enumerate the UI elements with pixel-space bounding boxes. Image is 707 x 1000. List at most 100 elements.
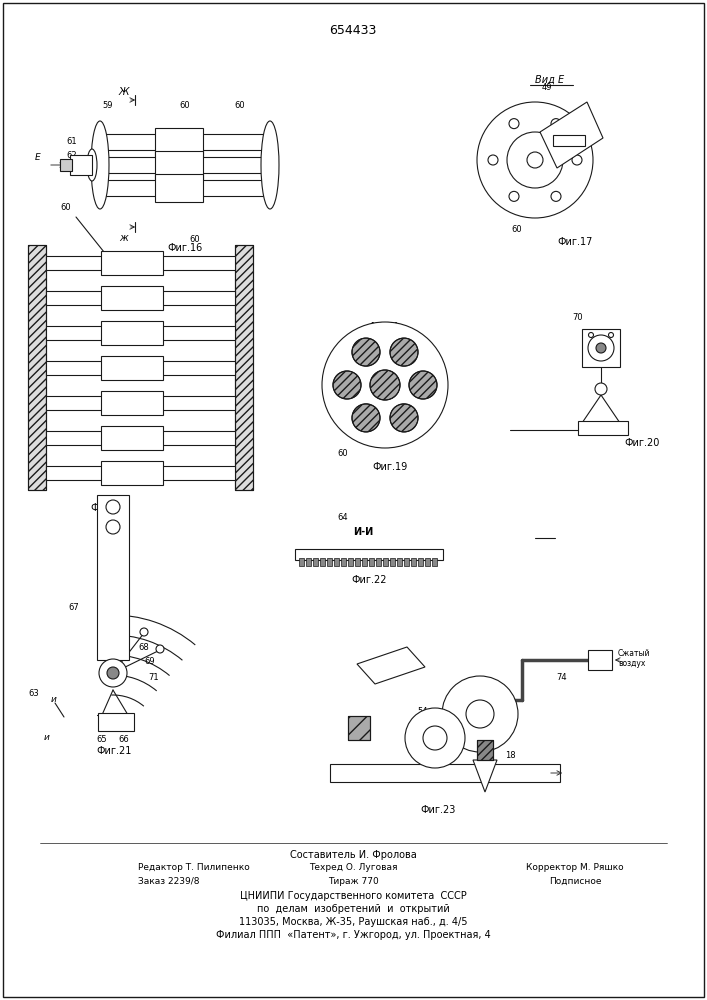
Text: E: E [35, 153, 41, 162]
Bar [397, 558, 402, 566]
Bar [404, 558, 409, 566]
Text: 113035, Москва, Ж-35, Раушская наб., д. 4/5: 113035, Москва, Ж-35, Раушская наб., д. … [239, 917, 467, 927]
Circle shape [140, 628, 148, 636]
Circle shape [390, 404, 418, 432]
Bar [101, 426, 163, 450]
Bar [46, 430, 235, 444]
Bar [411, 558, 416, 566]
Bar [28, 245, 46, 490]
Bar [46, 395, 235, 410]
Text: Фиг.22: Фиг.22 [351, 575, 387, 585]
Text: 49: 49 [542, 83, 552, 92]
Text: Редактор Т. Пилипенко: Редактор Т. Пилипенко [138, 863, 250, 872]
Bar [341, 558, 346, 566]
Text: Тираж 770: Тираж 770 [327, 876, 378, 886]
Circle shape [106, 520, 120, 534]
Text: и: и [51, 696, 57, 704]
Text: Техред О. Луговая: Техред О. Луговая [309, 863, 397, 872]
Text: 73: 73 [495, 722, 506, 730]
Text: 67: 67 [69, 602, 79, 611]
Text: 71: 71 [148, 672, 159, 682]
Text: 63: 63 [28, 688, 40, 698]
Bar [383, 558, 388, 566]
Text: Фиг.17: Фиг.17 [557, 237, 592, 247]
Circle shape [596, 343, 606, 353]
Bar [348, 716, 370, 740]
Circle shape [527, 152, 543, 168]
Bar [46, 290, 235, 304]
Bar [330, 764, 560, 782]
Bar [477, 740, 493, 760]
Bar [295, 549, 443, 560]
Text: Фиг.21: Фиг.21 [96, 746, 132, 756]
Text: 60: 60 [512, 226, 522, 234]
Bar [70, 155, 92, 175]
Text: Фиг.19: Фиг.19 [373, 462, 408, 472]
Bar [578, 421, 628, 435]
Bar [348, 558, 353, 566]
Circle shape [370, 370, 400, 400]
Text: И-И: И-И [353, 527, 373, 537]
Bar [101, 460, 163, 485]
Text: ж: ж [119, 233, 129, 243]
Ellipse shape [261, 121, 279, 209]
Bar [425, 558, 430, 566]
Text: Подписное: Подписное [549, 876, 601, 886]
Text: 60: 60 [180, 101, 190, 109]
Bar [553, 135, 585, 146]
Text: 18: 18 [505, 752, 515, 760]
Bar [313, 558, 318, 566]
Text: 65: 65 [97, 734, 107, 744]
Text: 64: 64 [338, 514, 349, 522]
Text: 68: 68 [139, 643, 149, 652]
Bar [390, 558, 395, 566]
Bar [97, 495, 129, 660]
Bar [355, 558, 360, 566]
Polygon shape [357, 647, 425, 684]
Bar [46, 255, 235, 269]
Text: 74: 74 [556, 674, 567, 682]
Bar [28, 245, 46, 490]
Bar [100, 180, 270, 196]
Bar [432, 558, 437, 566]
Text: Сжатый: Сжатый [618, 650, 650, 658]
Circle shape [352, 338, 380, 366]
Text: 62: 62 [66, 150, 77, 159]
Text: 72: 72 [497, 734, 508, 742]
Bar [155, 174, 203, 202]
Text: Фиг.16: Фиг.16 [168, 243, 203, 253]
Circle shape [466, 700, 494, 728]
Bar [235, 245, 253, 490]
Circle shape [156, 645, 164, 653]
Polygon shape [540, 102, 603, 168]
Bar [101, 390, 163, 414]
Circle shape [507, 132, 563, 188]
Text: Корректор М. Ряшко: Корректор М. Ряшко [526, 863, 624, 872]
Text: ЦНИИПИ Государственного комитета  СССР: ЦНИИПИ Государственного комитета СССР [240, 891, 467, 901]
Text: по  делам  изобретений  и  открытий: по делам изобретений и открытий [257, 904, 450, 914]
Circle shape [107, 667, 119, 679]
Bar [348, 716, 370, 740]
Text: 52: 52 [373, 670, 383, 678]
Text: Ж-Ж: Ж-Ж [371, 322, 399, 332]
Bar [155, 151, 203, 179]
Circle shape [572, 155, 582, 165]
Bar [100, 134, 270, 150]
Bar [418, 558, 423, 566]
Circle shape [409, 371, 437, 399]
Text: Составитель И. Фролова: Составитель И. Фролова [290, 850, 416, 860]
Text: и: и [44, 732, 50, 742]
Circle shape [99, 659, 127, 687]
Text: Ж: Ж [119, 87, 129, 97]
Circle shape [588, 335, 614, 361]
Circle shape [588, 332, 593, 338]
Bar [155, 128, 203, 156]
Ellipse shape [87, 149, 97, 181]
Text: 60: 60 [189, 235, 200, 244]
Bar [100, 157, 270, 173]
Text: 19: 19 [464, 702, 475, 712]
Bar [101, 286, 163, 310]
Circle shape [106, 500, 120, 514]
Bar [299, 558, 304, 566]
Bar [334, 558, 339, 566]
